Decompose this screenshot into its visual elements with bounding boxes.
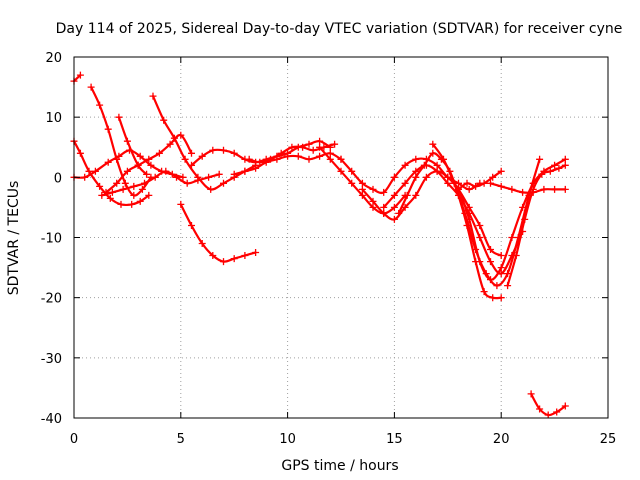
series-s19-trace <box>446 158 567 281</box>
series-s11 <box>230 149 345 178</box>
y-tick-label: -10 <box>41 232 62 247</box>
x-tick-label: 15 <box>386 432 403 447</box>
series-s11-markers <box>230 149 345 178</box>
y-tick-label: 10 <box>45 111 62 126</box>
series-s8-trace <box>151 95 257 191</box>
y-tick-label: -30 <box>41 352 62 367</box>
y-tick-label: 0 <box>54 171 62 186</box>
series-s9 <box>177 200 260 266</box>
series-s7 <box>115 113 151 178</box>
series-s15-trace <box>361 170 503 257</box>
grid-lines <box>74 57 608 418</box>
x-tick-label: 5 <box>177 432 185 447</box>
x-tick-label: 10 <box>279 432 296 447</box>
series-s23 <box>527 390 569 419</box>
series-s9-markers <box>177 200 260 266</box>
y-axis-label: SDTVAR / TECUs <box>6 181 22 296</box>
series-s22 <box>504 161 569 290</box>
y-tick-label: -20 <box>41 292 62 307</box>
series-s22-markers <box>504 161 569 290</box>
x-axis-label: GPS time / hours <box>281 458 398 474</box>
series-s4-trace <box>90 86 152 197</box>
x-tick-label: 20 <box>493 432 510 447</box>
series-s20 <box>455 167 505 193</box>
x-tick-label: 25 <box>600 432 617 447</box>
axis-ticks: 0 5 10 15 20 25 -40 -30 -20 -10 0 10 20 <box>41 51 617 447</box>
y-tick-label: -40 <box>41 412 62 427</box>
series-s19 <box>444 155 569 284</box>
series-s23-markers <box>527 390 569 419</box>
chart-title: Day 114 of 2025, Sidereal Day-to-day VTE… <box>56 21 623 37</box>
y-tick-label: 20 <box>45 51 62 66</box>
series-s20-markers <box>455 167 505 193</box>
series-s7-trace <box>117 116 148 176</box>
series-s7-markers <box>115 113 151 178</box>
series-s6 <box>102 131 195 196</box>
x-tick-label: 0 <box>70 432 78 447</box>
series-s4-markers <box>87 83 155 199</box>
series-s12-markers <box>245 140 339 166</box>
series-s4 <box>87 83 155 199</box>
